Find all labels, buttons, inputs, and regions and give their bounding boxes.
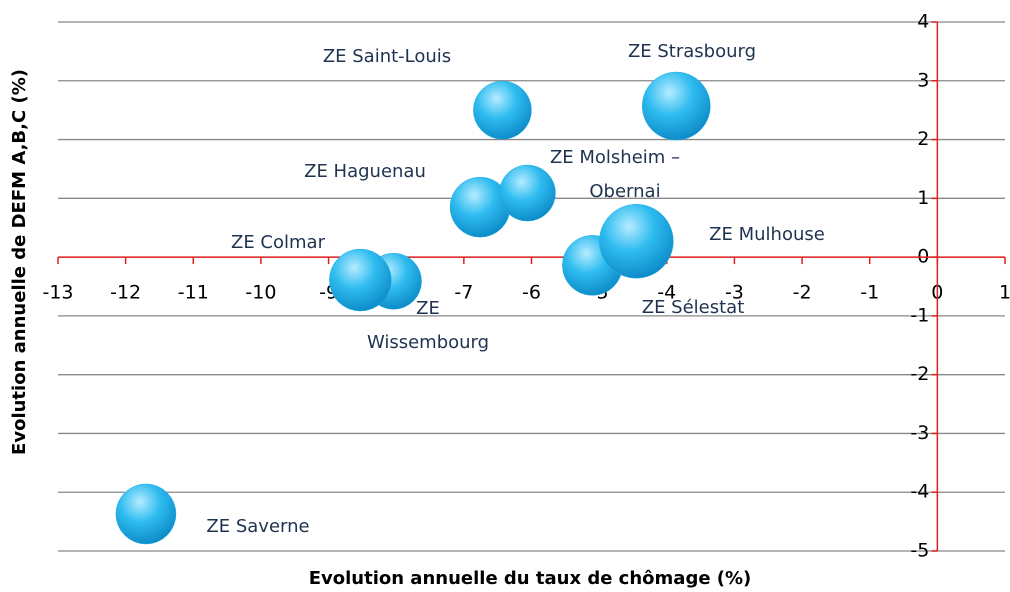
bubble-label: Obernai xyxy=(589,181,660,202)
bubble-label: ZE Colmar xyxy=(231,232,326,253)
bubble-label: ZE Haguenau xyxy=(304,161,426,182)
x-tick-label: -13 xyxy=(42,282,73,304)
y-tick-label: -4 xyxy=(910,481,929,503)
x-tick-label: -6 xyxy=(522,282,541,304)
x-tick-label: -4 xyxy=(657,282,676,304)
x-tick-label: -2 xyxy=(793,282,812,304)
bubble xyxy=(599,204,674,279)
x-tick-label: -3 xyxy=(725,282,744,304)
y-tick-label: -5 xyxy=(910,540,929,562)
bubble-label: ZE Mulhouse xyxy=(709,224,825,245)
y-tick-label: -1 xyxy=(910,304,929,326)
bubble-label: ZE Saverne xyxy=(206,516,309,537)
bubble-label: ZE Strasbourg xyxy=(628,41,756,62)
bubble xyxy=(642,71,711,141)
bubble-label: ZE Molsheim – xyxy=(550,147,680,168)
x-tick-label: -12 xyxy=(110,282,141,304)
y-tick-label: -3 xyxy=(910,422,929,444)
bubble xyxy=(329,248,392,312)
y-tick-label: -2 xyxy=(910,363,929,385)
y-tick-label: 4 xyxy=(917,11,929,33)
y-tick-label: 3 xyxy=(917,69,929,91)
x-tick-label: -10 xyxy=(245,282,276,304)
x-axis-title: Evolution annuelle du taux de chômage (%… xyxy=(309,568,752,589)
bubble-label: ZE Sélestat xyxy=(642,297,745,318)
bubble xyxy=(499,164,556,222)
bubble xyxy=(473,80,532,140)
y-tick-label: 1 xyxy=(917,187,929,209)
x-tick-label: 1 xyxy=(999,282,1010,304)
y-axis-title: Evolution annuelle de DEFM A,B,C (%) xyxy=(9,69,30,455)
x-tick-label: -1 xyxy=(860,282,879,304)
bubble-label: ZE xyxy=(416,298,440,319)
x-tick-label: -7 xyxy=(454,282,473,304)
bubble-label: ZE Saint-Louis xyxy=(323,46,451,67)
bubble-label: Wissembourg xyxy=(367,332,489,353)
bubble xyxy=(115,483,177,545)
y-tick-label: 2 xyxy=(917,128,929,150)
x-tick-label: -11 xyxy=(178,282,209,304)
